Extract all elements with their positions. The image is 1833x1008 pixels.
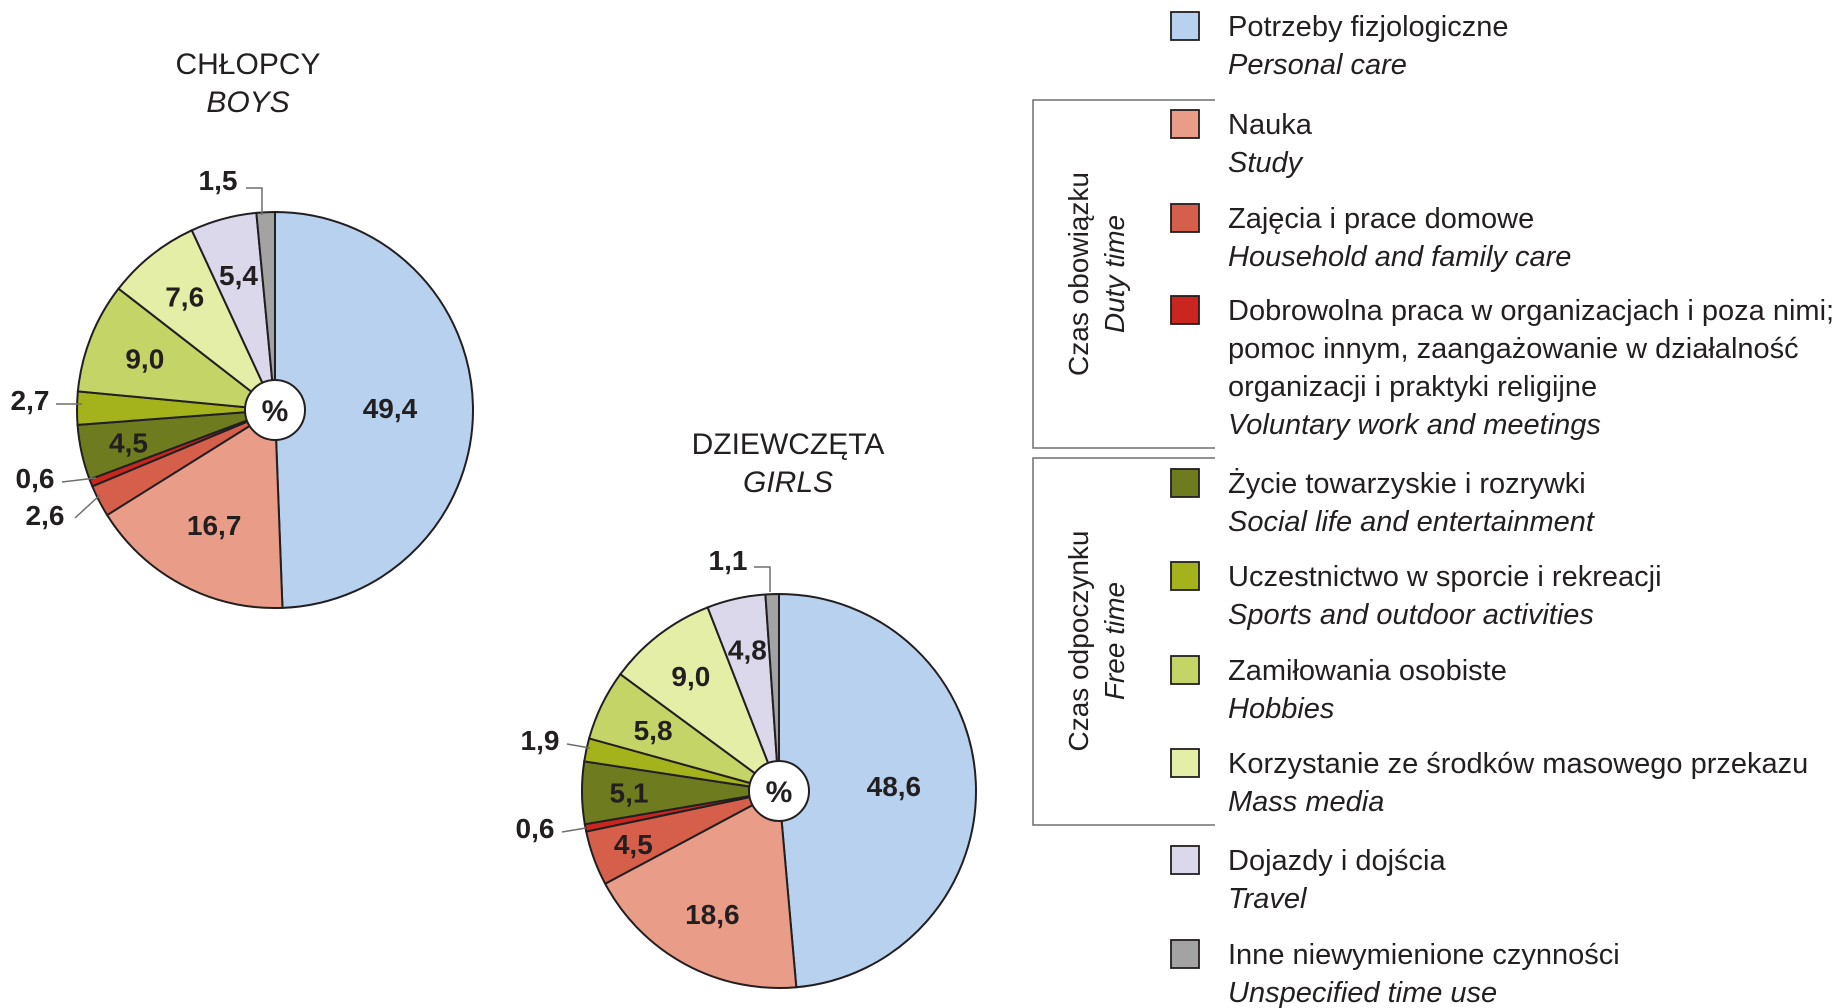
legend-label-en: Hobbies: [1228, 693, 1334, 725]
percent-label: %: [766, 776, 793, 809]
percent-label: %: [262, 395, 289, 428]
data-label: 9,0: [671, 661, 710, 692]
legend-label-pl: Inne niewymienione czynności: [1228, 939, 1620, 971]
legend-label-en: Household and family care: [1228, 241, 1571, 273]
data-label: 16,7: [187, 510, 242, 541]
pie-slice-girls-7: [618, 606, 782, 794]
legend-swatch: [1170, 295, 1200, 325]
legend: Potrzeby fizjologiczne Personal care Nauka…: [1170, 11, 1833, 1008]
legend-label-en: Social life and entertainment: [1228, 506, 1596, 538]
legend-swatch: [1170, 845, 1200, 875]
data-label: 1,5: [199, 165, 238, 196]
data-label: 1,9: [521, 725, 560, 756]
pie-slice-boys-0: [274, 210, 474, 609]
pie-slice-boys-7: [117, 228, 276, 411]
legend-label-pl: Dobrowolna praca w organizacjach i poza …: [1228, 295, 1833, 327]
legend-swatch: [1170, 11, 1200, 41]
legend-label-pl: Zajęcia i prace domowe: [1228, 203, 1534, 235]
legend-label-pl: organizacji i praktyki religijne: [1228, 371, 1597, 403]
data-label: 2,6: [26, 500, 65, 531]
legend-label-pl: pomoc innym, zaangażowanie w działalność: [1228, 333, 1799, 365]
legend-label-en: Unspecified time use: [1228, 977, 1497, 1008]
pie-center: [748, 760, 810, 822]
legend-label-en: Travel: [1228, 883, 1308, 915]
data-label: 4,5: [109, 427, 148, 458]
data-label: 4,8: [728, 634, 767, 665]
data-label: 2,7: [11, 385, 50, 416]
data-label: 0,6: [516, 813, 555, 844]
pie-slice-girls-0: [778, 592, 977, 989]
pie-slice-boys-9: [255, 210, 276, 411]
data-label: 4,5: [614, 829, 653, 860]
legend-swatch: [1170, 939, 1200, 969]
data-label: 9,0: [125, 343, 164, 374]
data-label: 49,4: [363, 393, 418, 424]
legend-label-en: Study: [1228, 147, 1304, 179]
data-label: 48,6: [867, 771, 922, 802]
pie-chart-boys: CHŁOPCY BOYS% 49,4 16,7 2,6 0,6 4,5 2,7 9,07,6 5,…: [11, 48, 474, 609]
legend-swatch: [1170, 655, 1200, 685]
leader-line: [61, 477, 97, 483]
legend-swatch: [1170, 203, 1200, 233]
data-label: 1,1: [709, 545, 748, 576]
data-label: 18,6: [685, 899, 740, 930]
group-label-pl: Czas odpoczynku: [1063, 530, 1094, 751]
leader-line: [74, 494, 101, 519]
group-label-pl: Czas obowiązku: [1063, 172, 1094, 376]
pie-slice-girls-1: [603, 789, 798, 989]
pie-slice-boys-6: [76, 287, 279, 412]
legend-label-pl: Potrzeby fizjologiczne: [1228, 11, 1508, 43]
legend-swatch: [1170, 561, 1200, 591]
legend-label-en: Personal care: [1228, 49, 1407, 81]
group-bracket: [1032, 99, 1215, 449]
pie-slice-boys-1: [105, 408, 284, 609]
legend-swatch: [1170, 468, 1200, 498]
pie-slice-girls-9: [764, 592, 780, 792]
legend-label-en: Voluntary work and meetings: [1228, 409, 1601, 441]
legend-swatch: [1170, 748, 1200, 778]
legend-label-pl: Dojazdy i dojścia: [1228, 845, 1446, 877]
leader-line: [246, 187, 263, 215]
chart-subtitle: GIRLS: [743, 466, 833, 499]
group-bracket: [1032, 457, 1215, 826]
data-label: 5,1: [610, 777, 649, 808]
legend-label-pl: Korzystanie ze środków masowego przekazu: [1228, 748, 1808, 780]
group-label-en: Duty time: [1099, 215, 1130, 333]
legend-groups: Czas obowiązku Duty time Czas odpoczynku Fr…: [1032, 99, 1215, 826]
legend-label-en: Mass media: [1228, 786, 1384, 818]
legend-label-pl: Uczestnictwo w sporcie i rekreacji: [1228, 561, 1662, 593]
pie-center: [244, 379, 306, 441]
chart-subtitle: BOYS: [206, 86, 289, 119]
legend-label-pl: Życie towarzyskie i rozrywki: [1228, 467, 1586, 500]
group-label-en: Free time: [1099, 582, 1130, 700]
legend-swatch: [1170, 109, 1200, 139]
data-label: 7,6: [165, 282, 204, 313]
data-label: 0,6: [16, 463, 55, 494]
legend-label-pl: Nauka: [1228, 109, 1313, 141]
data-label: 5,8: [634, 715, 673, 746]
legend-label-en: Sports and outdoor activities: [1228, 599, 1594, 631]
chart-title: CHŁOPCY: [175, 48, 320, 81]
pie-chart-girls: DZIEWCZĘTA GIRLS% 48,6 18,6 4,5 0,6 5,1 1,9 5,8 9…: [516, 428, 977, 989]
legend-label-pl: Zamiłowania osobiste: [1228, 655, 1507, 687]
leader-line: [566, 743, 591, 749]
leader-line: [561, 827, 587, 833]
chart-title: DZIEWCZĘTA: [692, 428, 885, 461]
data-label: 5,4: [219, 260, 258, 291]
leader-line: [754, 566, 771, 592]
